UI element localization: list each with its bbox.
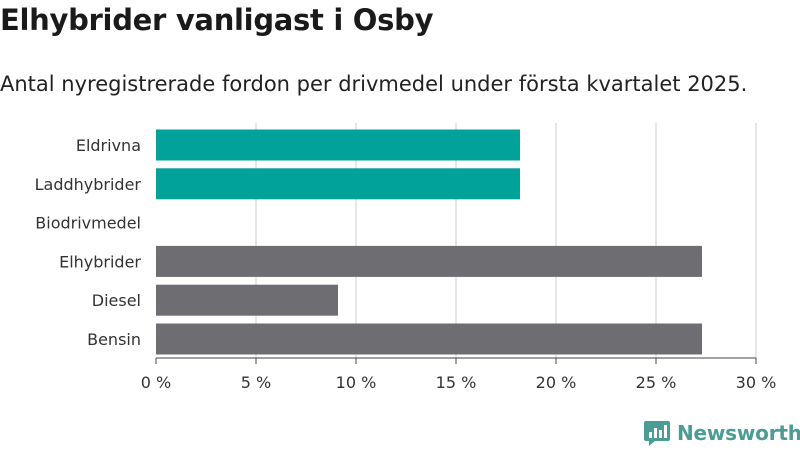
chart-subtitle: Antal nyregistrerade fordon per drivmede… bbox=[0, 72, 748, 96]
category-labels: Eldrivna Laddhybrider Biodrivmedel Elhybrid… bbox=[35, 136, 142, 349]
x-tick-label: 15 % bbox=[436, 373, 477, 392]
bar-elhybrider bbox=[156, 245, 702, 277]
bar-diesel bbox=[156, 284, 338, 316]
brand-name: Newsworthy bbox=[677, 421, 800, 445]
x-tick-label: 20 % bbox=[536, 373, 577, 392]
bar-eldrivna bbox=[156, 129, 520, 161]
x-tick-label: 30 % bbox=[736, 373, 777, 392]
x-tick-label: 5 % bbox=[241, 373, 271, 392]
category-label: Elhybrider bbox=[59, 252, 141, 271]
category-label: Biodrivmedel bbox=[35, 214, 141, 233]
bar-laddhybrider bbox=[156, 168, 520, 200]
bars bbox=[156, 129, 702, 355]
x-tick-label: 10 % bbox=[336, 373, 377, 392]
newsworthy-logo-icon bbox=[644, 421, 670, 446]
category-label: Diesel bbox=[92, 291, 141, 310]
chart-title: Elhybrider vanligast i Osby bbox=[0, 3, 434, 37]
grid-lines bbox=[255, 123, 757, 358]
category-label: Eldrivna bbox=[76, 136, 141, 155]
x-tick-label: 25 % bbox=[636, 373, 677, 392]
x-axis: 0 % 5 % 10 % 15 % 20 % 25 % 30 % bbox=[141, 357, 777, 392]
category-label: Bensin bbox=[87, 330, 141, 349]
brand-logo[interactable]: Newsworthy bbox=[643, 419, 800, 447]
category-label: Laddhybrider bbox=[35, 175, 142, 194]
bar-bensin bbox=[156, 323, 702, 355]
x-tick-label: 0 % bbox=[141, 373, 171, 392]
